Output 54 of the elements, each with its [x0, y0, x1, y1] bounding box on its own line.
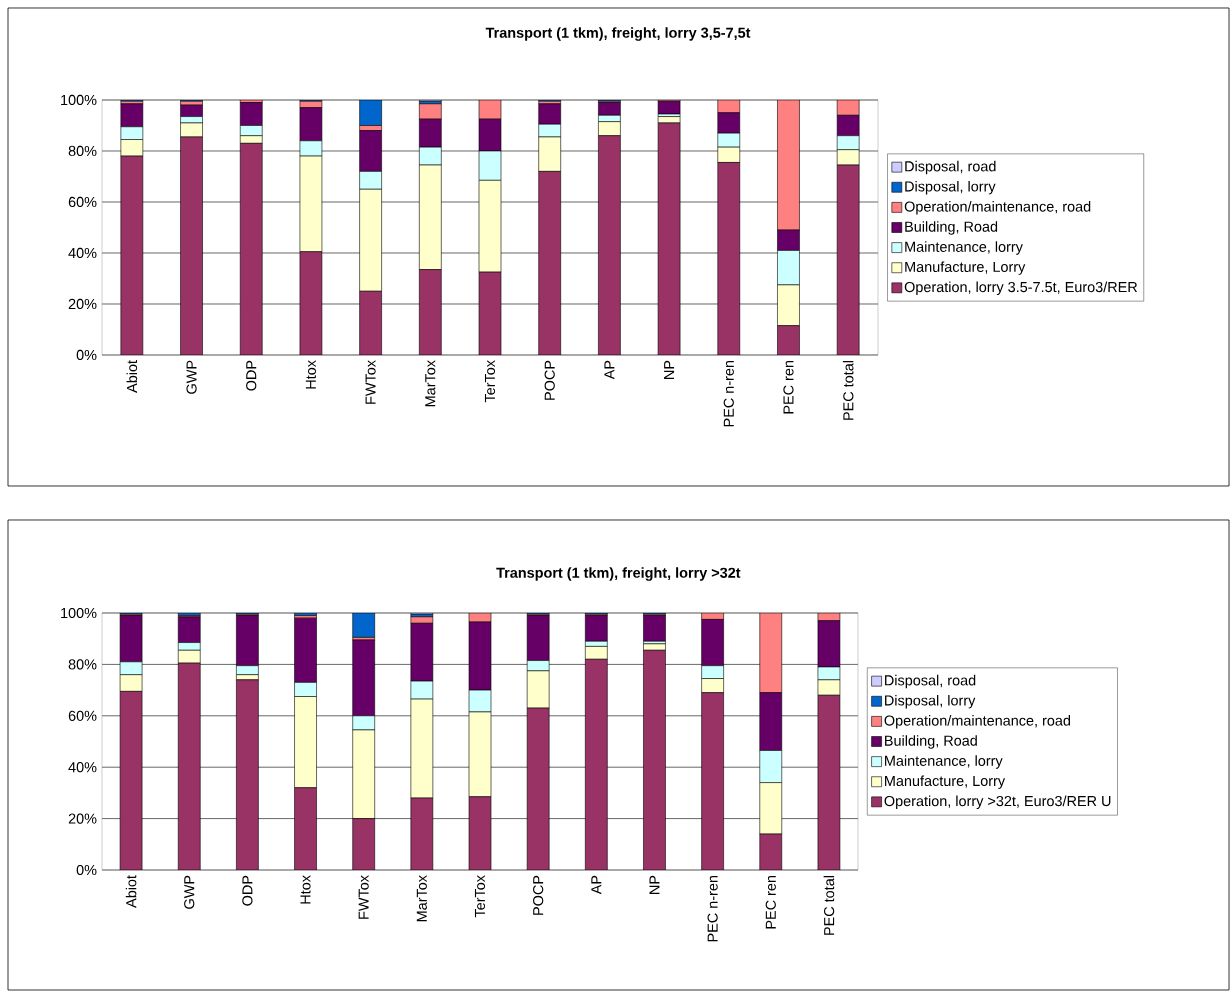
x-tick-label: NP [649, 875, 660, 894]
x-tick-label: PEC n-ren [723, 360, 734, 427]
y-tick-label: 20% [68, 298, 97, 310]
x-tick-label: FWTox [358, 875, 369, 919]
x-tick-label: AP [591, 875, 602, 895]
x-tick-label: ODP [242, 875, 253, 906]
y-tick-label: 40% [68, 247, 97, 259]
y-tick-label: 40% [68, 762, 97, 773]
x-tick-label: PEC n-ren [707, 875, 718, 942]
y-tick-label: 0% [76, 864, 97, 876]
x-tick-label: GWP [184, 875, 195, 909]
x-tick-label: PEC total [842, 360, 854, 420]
x-tick-label: GWP [186, 360, 197, 394]
y-tick-label: 80% [68, 145, 97, 157]
legend-label: Building, Road [885, 735, 977, 749]
x-tick-label: NP [664, 360, 675, 379]
legend-label: Manufacture, Lorry [905, 261, 1026, 275]
legend-label: Building, Road [905, 221, 998, 235]
legend-label: Maintenance, lorry [885, 755, 1003, 769]
x-tick-label: TerTox [484, 360, 496, 403]
legend-label: Disposal, lorry [885, 694, 976, 709]
x-tick-label: PEC ren [783, 360, 794, 414]
x-tick-label: Abiot [125, 875, 137, 908]
chart-title: Transport (1 tkm), freight, lorry 3,5-7,5t [485, 27, 751, 41]
x-tick-label: ODP [246, 360, 257, 391]
x-tick-label: MarTox [416, 875, 427, 922]
y-tick-label: 80% [68, 659, 97, 670]
x-tick-label: POCP [533, 875, 544, 915]
x-tick-label: Htox [305, 360, 316, 389]
legend-label: Manufacture, Lorry [885, 775, 1006, 789]
legend-label: Operation/maintenance, road [904, 201, 1091, 215]
legend-label: Operation, lorry >32t, Euro3/RER U [884, 795, 1111, 809]
legend-label: Operation/maintenance, road [884, 715, 1071, 729]
x-tick-label: POCP [544, 360, 555, 400]
y-tick-label: 60% [68, 710, 97, 721]
legend-label: Disposal, lorry [905, 180, 996, 195]
x-tick-label: PEC ren [765, 875, 776, 929]
legend-label: Operation, lorry 3.5-7.5t, Euro3/RER [904, 281, 1138, 295]
x-tick-label: AP [604, 360, 615, 380]
x-tick-label: TerTox [474, 875, 486, 918]
chart-title: Transport (1 tkm), freight, lorry >32t [496, 567, 741, 581]
legend-label: Disposal, road [905, 160, 996, 175]
x-tick-label: PEC total [823, 875, 835, 935]
x-tick-label: MarTox [425, 360, 436, 407]
x-tick-label: Htox [300, 875, 311, 904]
x-tick-label: FWTox [365, 360, 376, 404]
legend-label: Disposal, road [885, 674, 976, 689]
y-tick-label: 100% [61, 607, 97, 619]
y-tick-label: 100% [61, 94, 97, 106]
y-tick-label: 60% [68, 196, 97, 208]
x-tick-label: Abiot [126, 360, 138, 393]
y-tick-label: 0% [76, 349, 97, 361]
y-tick-label: 20% [68, 813, 97, 824]
legend-label: Maintenance, lorry [905, 241, 1023, 255]
